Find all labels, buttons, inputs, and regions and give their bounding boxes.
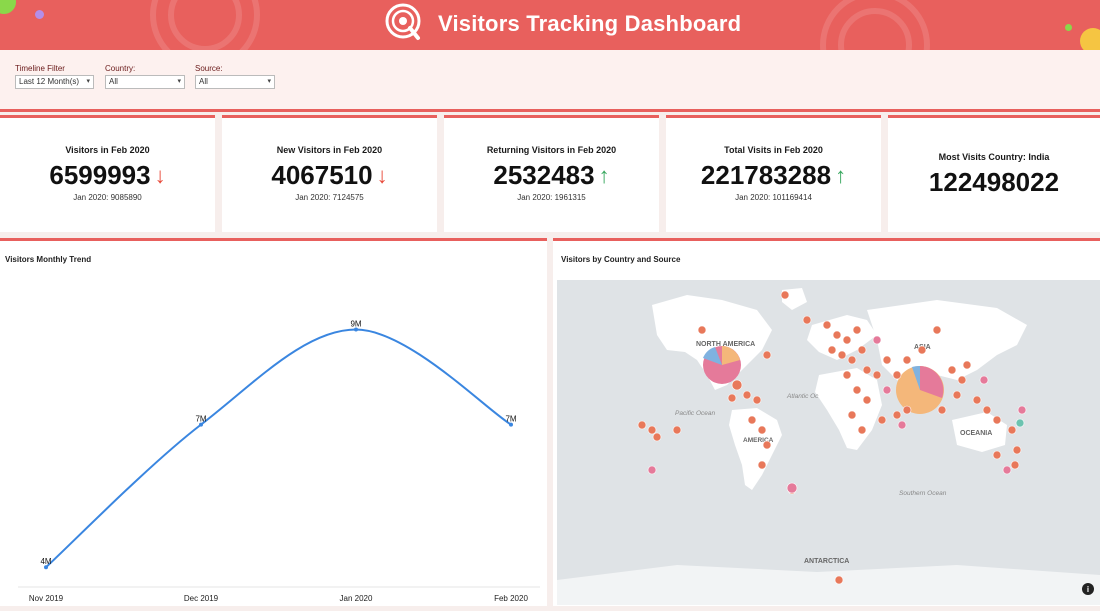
kpi-comparison: Jan 2020: 101169414 [735,193,812,202]
chevron-down-icon: ▾ [177,78,181,85]
filter-bar: Timeline Filter Last 12 Month(s) ▾ Countr… [0,50,1100,112]
pie-marker-india[interactable] [896,365,944,414]
kpi-comparison: Jan 2020: 1961315 [517,193,586,202]
map-label: OCEANIA [960,430,992,437]
country-select[interactable]: All ▾ [105,75,185,89]
header-decoration [0,0,16,14]
arrow-down-icon: ↓ [376,162,388,188]
panel-title: Visitors by Country and Source [561,255,681,264]
panel-title: Visitors Monthly Trend [5,255,92,264]
header-decoration [1080,28,1100,50]
source-filter: Source: All ▾ [195,64,275,89]
kpi-value: 221783288 [700,160,832,190]
x-tick-label: Nov 2019 [29,594,64,603]
kpi-comparison: Jan 2020: 7124575 [295,193,364,202]
arrow-up-icon: ↑ [598,162,610,188]
app-header: Visitors Tracking Dashboard [0,0,1100,50]
trend-chart: 4M Nov 2019 7M Dec 2019 9M Jan 2020 7M Feb 2020 [18,320,540,603]
arrow-down-icon: ↓ [154,162,166,188]
trend-point[interactable] [44,565,48,570]
kpi-card-visitors: Visitors in Feb 2020 6599993 ↓ Jan 2020: … [0,115,215,232]
kpi-label: Returning Visitors in Feb 2020 [486,145,617,155]
timeline-select[interactable]: Last 12 Month(s) ▾ [15,75,94,89]
trend-point[interactable] [509,422,513,427]
land-north-america [652,295,772,390]
pie-marker-cluster[interactable] [1015,418,1025,428]
page-title: Visitors Tracking Dashboard [438,11,742,36]
arrow-up-icon: ↑ [835,162,847,188]
pie-marker-usa[interactable] [703,346,741,384]
map-label: Pacific Ocean [675,410,715,417]
header-decoration [35,10,44,19]
source-select[interactable]: All ▾ [195,75,275,89]
map-label: Atlantic Oc [786,393,819,400]
trend-data-label: 9M [350,320,361,329]
kpi-value: 4067510 [271,160,373,190]
trend-panel: Visitors Monthly Trend 4M Nov 2019 7M Dec 2… [0,238,547,606]
x-tick-label: Jan 2020 [340,594,373,603]
filter-label: Country: [105,64,136,73]
header-decoration [150,0,260,50]
land-asia [867,300,1027,390]
timeline-filter: Timeline Filter Last 12 Month(s) ▾ [15,64,94,89]
kpi-card-returning-visitors: Returning Visitors in Feb 2020 2532483 ↑ … [444,115,659,232]
map-label: Southern Ocean [899,490,947,497]
map-panel: Visitors by Country and Source NORTH AME… [553,238,1100,606]
kpi-value: 122498022 [928,167,1060,197]
map-label: ANTARCTICA [804,558,849,565]
header-decoration [1065,24,1072,31]
pie-marker-cluster[interactable] [637,290,1022,585]
info-icon[interactable]: i [1082,583,1094,595]
trend-series-line [45,328,512,568]
kpi-label: Visitors in Feb 2020 [65,145,150,155]
kpi-label: New Visitors in Feb 2020 [276,145,383,155]
map-label: AMERICA [743,437,774,444]
filter-label: Source: [195,64,223,73]
svg-text:i: i [1087,585,1089,594]
target-search-icon [384,2,424,47]
trend-data-label: 7M [195,415,206,424]
x-tick-label: Feb 2020 [494,594,528,603]
chevron-down-icon: ▾ [86,78,90,85]
header-decoration [168,0,242,50]
trend-point[interactable] [354,327,358,332]
map-label: NORTH AMERICA [696,341,755,348]
trend-data-label: 7M [505,415,516,424]
chevron-down-icon: ▾ [267,78,271,85]
kpi-card-new-visitors: New Visitors in Feb 2020 4067510 ↓ Jan 20… [222,115,437,232]
kpi-label: Most Visits Country: India [938,152,1050,162]
trend-point[interactable] [199,422,203,427]
land-antarctica [557,565,1100,605]
x-tick-label: Dec 2019 [184,594,219,603]
land-south-america [729,408,782,490]
kpi-card-top-country: Most Visits Country: India 122498022 [888,115,1100,232]
country-filter: Country: All ▾ [105,64,185,89]
kpi-value: 6599993 [49,160,151,190]
world-map[interactable]: NORTH AMERICA ASIA OCEANIA ANTARCTICA Pa… [557,280,1100,605]
kpi-value: 2532483 [493,160,595,190]
pie-marker-cluster[interactable] [647,335,1027,494]
filter-label: Timeline Filter [15,64,65,73]
trend-data-label: 4M [40,557,51,566]
kpi-comparison: Jan 2020: 9085890 [73,193,142,202]
kpi-label: Total Visits in Feb 2020 [724,145,823,155]
kpi-card-total-visits: Total Visits in Feb 2020 221783288 ↑ Jan … [666,115,881,232]
